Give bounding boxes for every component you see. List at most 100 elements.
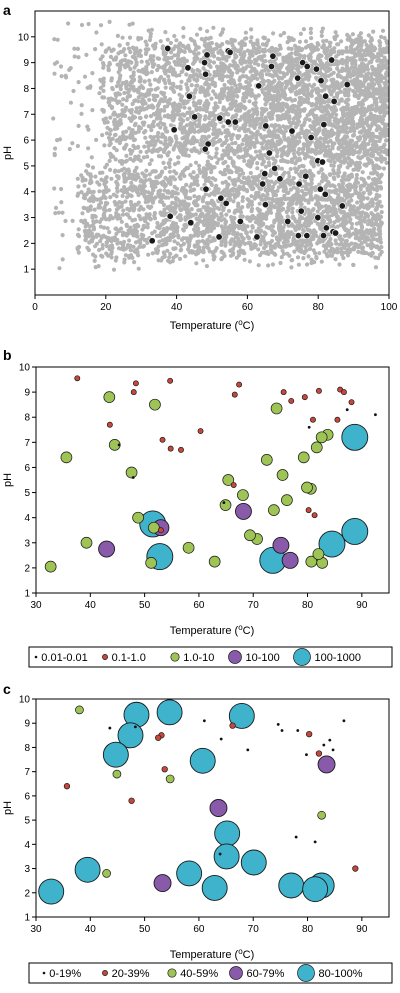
panel-a-cloud-point <box>173 44 178 49</box>
panel-a-cloud-point <box>326 119 331 124</box>
panel-a-cloud-point <box>198 87 203 92</box>
panel-a-cloud-point <box>285 79 290 84</box>
panel-a-cloud-point <box>203 114 208 119</box>
panel-a-cloud-point <box>313 120 319 125</box>
panel-a-cloud-point <box>335 80 340 85</box>
panel-a-cloud-point <box>157 65 162 70</box>
panel-a-cloud-point <box>344 98 349 103</box>
panel-a-cloud-point <box>306 96 311 101</box>
panel-a-cloud-point <box>305 86 310 91</box>
panel-a-cloud-point <box>162 188 167 193</box>
panel-a-cloud-point <box>97 189 102 194</box>
panel-a-cloud-point <box>265 141 271 146</box>
panel-a-cloud-point <box>259 112 264 117</box>
panel-a-cloud-point <box>266 160 271 165</box>
panel-a-cloud-point <box>203 126 208 131</box>
panel-a-cloud-point <box>247 99 252 104</box>
panel-a-cloud-point <box>247 59 252 65</box>
panel-a-cloud-point <box>226 112 231 117</box>
panel-a-cloud-point <box>367 204 372 209</box>
panel-a-cloud-point <box>193 88 198 93</box>
panel-a-cloud-point <box>286 147 291 152</box>
panel-a-cloud-point <box>112 169 117 174</box>
panel-a-cloud-point <box>144 114 149 119</box>
panel-a-cloud-point <box>149 158 154 163</box>
panel-a-cloud-point <box>178 86 183 91</box>
panel-a-cloud-point <box>145 140 150 145</box>
panel-a-cloud-point <box>295 150 301 155</box>
panel-a-cloud-point <box>351 49 356 54</box>
panel-a-cloud-point <box>373 265 379 270</box>
panel-a-cloud-point <box>384 79 389 84</box>
panel-a-cloud-point <box>174 85 180 90</box>
panel-a-cloud-point <box>97 91 102 96</box>
panel-a-cloud-point <box>342 157 347 162</box>
panel-a-cloud-point <box>173 134 178 139</box>
panel-a-cloud-point <box>366 128 371 133</box>
panel-a-cloud-point <box>225 164 230 169</box>
panel-a-cloud-point <box>144 42 149 48</box>
panel-a-cloud-point <box>280 115 285 121</box>
panel-a-cloud-point <box>276 142 281 147</box>
panel-a-cloud-point <box>221 27 226 32</box>
panel-a-cloud-point <box>286 117 291 122</box>
panel-a-cloud-point <box>214 151 219 156</box>
panel-a-cloud-point <box>216 50 221 55</box>
panel-a-cloud-point <box>353 105 358 110</box>
panel-a-cloud-point <box>198 114 203 119</box>
panel-a-cloud-point <box>249 135 254 140</box>
panel-a-cloud-point <box>303 71 308 76</box>
panel-a-cloud-point <box>243 152 248 157</box>
panel-a-cloud-point <box>205 159 210 164</box>
panel-a-cloud-point <box>372 67 377 72</box>
panel-a-cloud-point <box>259 153 264 158</box>
panel-a-cloud-point <box>243 105 248 111</box>
panel-a-cloud-point <box>120 35 125 40</box>
panel-a-cloud-point <box>376 151 381 156</box>
panel-a-cloud-point <box>99 253 104 258</box>
panel-a-cloud-point <box>384 61 389 66</box>
panel-a-cloud-point <box>262 79 267 84</box>
panel-a-cloud-point <box>99 42 104 47</box>
panel-a-cloud-point <box>364 163 369 168</box>
panel-a-cloud-point <box>244 79 249 84</box>
panel-a-cloud-point <box>245 48 250 53</box>
panel-a-cloud-point <box>95 197 100 202</box>
panel-a-cloud-point <box>279 106 284 111</box>
panel-a-cloud-point <box>325 140 331 145</box>
panel-a-cloud-point <box>253 96 258 101</box>
panel-a-cloud-point <box>334 125 339 130</box>
panel-a-cloud-point <box>182 135 187 140</box>
panel-a-cloud-point <box>252 57 258 62</box>
panel-a-cloud-point <box>382 156 388 162</box>
panel-a-cloud-point <box>184 182 189 187</box>
panel-a-cloud-point <box>148 134 153 139</box>
panel-a-cloud-point <box>159 97 164 102</box>
panel-a-cloud-point <box>233 55 238 60</box>
panel-a-cloud-point <box>174 73 179 78</box>
panel-a-cloud-point <box>297 91 302 96</box>
panel-a-cloud-point <box>230 252 235 257</box>
panel-a-cloud-point <box>335 134 340 139</box>
panel-a-cloud-point <box>271 101 276 106</box>
panel-a-cloud-point <box>305 262 310 267</box>
panel-a-cloud-point <box>377 39 382 44</box>
panel-a-cloud-point <box>359 114 364 119</box>
panel-a-cloud-point <box>144 64 149 70</box>
panel-a-cloud-point <box>326 66 331 71</box>
panel-a-cloud-point <box>356 41 361 46</box>
panel-a-cloud-point <box>297 139 302 144</box>
panel-a-cloud-point <box>267 129 272 134</box>
panel-a-cloud-point <box>272 129 277 134</box>
panel-a-cloud-point <box>107 207 112 213</box>
panel-a-cloud-point <box>320 26 325 31</box>
panel-a-cloud-point <box>121 208 126 213</box>
panel-a-cloud-point <box>160 132 165 137</box>
panel-a-cloud-point <box>120 212 126 217</box>
panel-a-cloud-point <box>101 76 106 81</box>
panel-a-cloud-point <box>156 130 161 136</box>
panel-a-cloud-point <box>293 110 298 115</box>
panel-a-cloud-point <box>289 265 294 270</box>
panel-a-cloud-point <box>138 93 143 98</box>
panel-a-cloud-point <box>132 55 137 60</box>
